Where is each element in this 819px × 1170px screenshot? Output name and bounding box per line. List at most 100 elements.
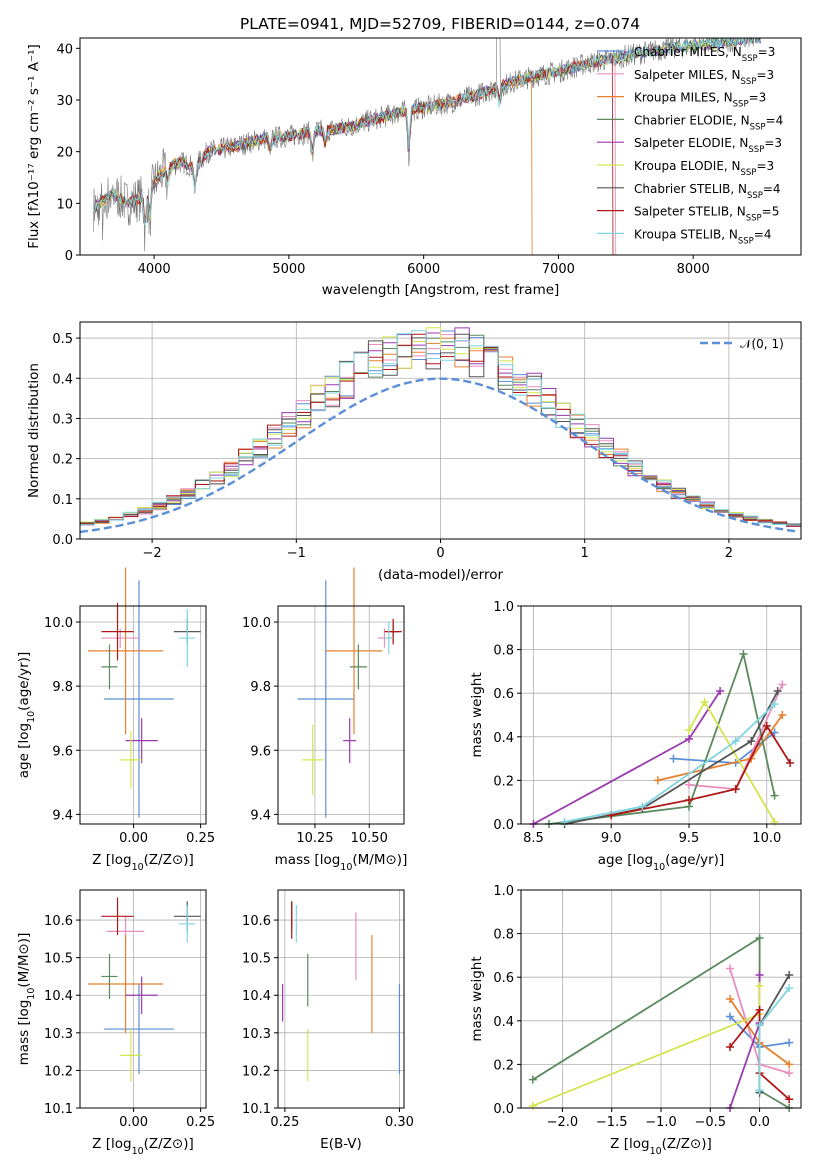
- legend-entry-base: Chabrier ELODIE, N: [634, 113, 750, 127]
- mass-weight-marker: [726, 995, 735, 1003]
- y-tick-label: 1.0: [493, 884, 514, 899]
- x-axis-label: (data-model)/error: [378, 567, 504, 583]
- figure-title: PLATE=0941, MJD=52709, FIBERID=0144, z=0…: [240, 15, 640, 33]
- legend-entry-tail: =3: [749, 91, 767, 105]
- y-tick-label: 0.8: [493, 644, 514, 659]
- residual-histogram-step: [80, 327, 801, 528]
- legend-entry: Kroupa MILES, NSSP=3: [634, 91, 766, 110]
- y-tick-label: 0.8: [493, 928, 514, 943]
- mass-weight-marker: [778, 680, 787, 689]
- y-tick-label: 9.6: [250, 744, 271, 759]
- mass-weight-line: [564, 703, 776, 823]
- y-tick-label: 10.1: [44, 1102, 73, 1117]
- axes-frame: [79, 321, 802, 540]
- y-tick-label: 0.4: [52, 372, 73, 387]
- legend-entry-tail: =3: [758, 45, 776, 59]
- y-tick-label: 30: [56, 94, 73, 109]
- x-tick-label: 1: [581, 546, 589, 561]
- x-tick-label: 9.0: [601, 831, 622, 846]
- axes-frame: [520, 889, 802, 1109]
- legend-entry: Chabrier MILES, NSSP=3: [634, 45, 775, 64]
- legend-entry-tail: =4: [766, 113, 784, 127]
- mass-weight-marker: [755, 1021, 764, 1030]
- legend-entry-sub: SSP: [750, 122, 766, 132]
- mass-weight-marker: [726, 1012, 735, 1021]
- mass-weight-marker: [785, 1038, 794, 1047]
- weight-vs-metallicity-panel: −2.0 −1.5 −1.0 −0.5 0.0 0.0 0.2 0.4 0.6 0.8 1.0 Z […: [469, 884, 802, 1157]
- x-tick-label: −0.5: [695, 1115, 727, 1130]
- y-tick-label: 0.2: [52, 453, 73, 468]
- legend-entry: Salpeter ELODIE, NSSP=3: [634, 136, 782, 155]
- y-tick-label: 10: [56, 197, 73, 212]
- y-tick-label: 10.3: [242, 1027, 271, 1042]
- x-axis-label-base: Z [log: [610, 1136, 649, 1152]
- mass-weight-marker: [785, 1095, 794, 1104]
- x-axis-label-tail: (Z/Z⊙)]: [144, 852, 194, 868]
- mass-weight-marker: [785, 1069, 794, 1078]
- x-axis-label: Z [log10(Z/Z⊙)]: [92, 1136, 194, 1157]
- mass-weight-marker: [770, 791, 779, 800]
- mass-weight-marker: [747, 737, 756, 746]
- residual-histogram-panel: −2 −1 0 1 2 0.0 0.1 0.2 0.3 0.4 0.5 𝒩(0, 1) (data-mo…: [26, 321, 802, 583]
- mass-weight-marker: [762, 721, 771, 730]
- mass-weight-marker: [685, 796, 693, 805]
- x-tick-label: 8000: [677, 262, 710, 277]
- y-axis-label: mass [log10(M/M⊙)]: [16, 933, 37, 1066]
- y-axis-label-base: age [log: [16, 723, 32, 778]
- y-tick-label: 10.2: [242, 1064, 271, 1079]
- legend-entry-sub: SSP: [748, 145, 764, 155]
- mass-weight-marker: [528, 1075, 537, 1084]
- x-tick-label: 9.5: [679, 831, 700, 846]
- y-tick-label: 0.6: [493, 971, 514, 986]
- x-axis-label-base: Z [log: [92, 852, 131, 868]
- y-tick-label: 20: [56, 146, 73, 161]
- x-tick-label: −1.5: [596, 1115, 628, 1130]
- x-tick-label: 0.0: [749, 1115, 770, 1130]
- mass-weight-marker: [778, 711, 787, 719]
- mass-weight-marker: [653, 776, 662, 785]
- legend-entry-base: Salpeter ELODIE, N: [634, 136, 748, 150]
- x-tick-label: 0.25: [270, 1115, 299, 1130]
- y-tick-label: 10.5: [44, 952, 73, 967]
- x-tick-label: 4000: [138, 262, 171, 277]
- y-tick-label: 40: [56, 42, 73, 57]
- y-axis-label-tail: (M/M⊙)]: [16, 933, 32, 988]
- y-axis-label: Flux [fλ10⁻¹⁷ erg cm⁻² s⁻¹ A⁻¹]: [26, 44, 42, 249]
- legend-entry-base: Kroupa MILES, N: [634, 91, 733, 105]
- y-tick-label: 10.0: [242, 616, 271, 631]
- y-tick-label: 0.2: [493, 774, 514, 789]
- y-tick-label: 10.0: [44, 616, 73, 631]
- residual-histogram-step: [80, 330, 801, 528]
- x-tick-label: −1.0: [645, 1115, 677, 1130]
- legend-entry-sub: SSP: [733, 100, 749, 110]
- legend-entry-tail: =3: [756, 68, 774, 82]
- x-axis-label: E(B-V): [320, 1136, 362, 1152]
- legend-entry-sub: SSP: [741, 168, 757, 178]
- mass-weight-marker: [755, 981, 764, 990]
- mass-weight-marker: [726, 1042, 735, 1051]
- mass-weight-marker: [685, 726, 693, 735]
- legend-entry: 𝒩(0, 1): [740, 337, 784, 351]
- legend-entry: Chabrier ELODIE, NSSP=4: [634, 113, 783, 132]
- weight-vs-age-panel: 8.5 9.0 9.5 10.0 0.0 0.2 0.4 0.6 0.8 1.0 age [log1…: [469, 600, 802, 873]
- x-axis-label-sub: 10: [340, 862, 352, 873]
- y-tick-label: 0: [65, 249, 73, 264]
- x-axis-label: mass [log10(M/M⊙)]: [275, 852, 408, 873]
- legend-entry: Kroupa STELIB, NSSP=4: [634, 227, 772, 246]
- legend-entry-tail: =4: [763, 182, 781, 196]
- y-axis-label: Normed distribution: [26, 363, 42, 498]
- y-tick-label: 10.6: [44, 914, 73, 929]
- mass-weight-marker: [731, 737, 740, 746]
- legend-entry-sub: SSP: [746, 214, 762, 224]
- y-axis-label: mass weight: [469, 956, 485, 1041]
- mass-weight-marker: [739, 649, 748, 658]
- x-tick-label: −2: [143, 546, 162, 561]
- legend-entry-base: Chabrier STELIB, N: [634, 182, 747, 196]
- y-tick-label: 10.1: [242, 1102, 271, 1117]
- y-tick-label: 10.3: [44, 1027, 73, 1042]
- axes-frame: [277, 605, 405, 825]
- y-tick-label: 0.1: [52, 493, 73, 508]
- x-tick-label: 6000: [407, 262, 440, 277]
